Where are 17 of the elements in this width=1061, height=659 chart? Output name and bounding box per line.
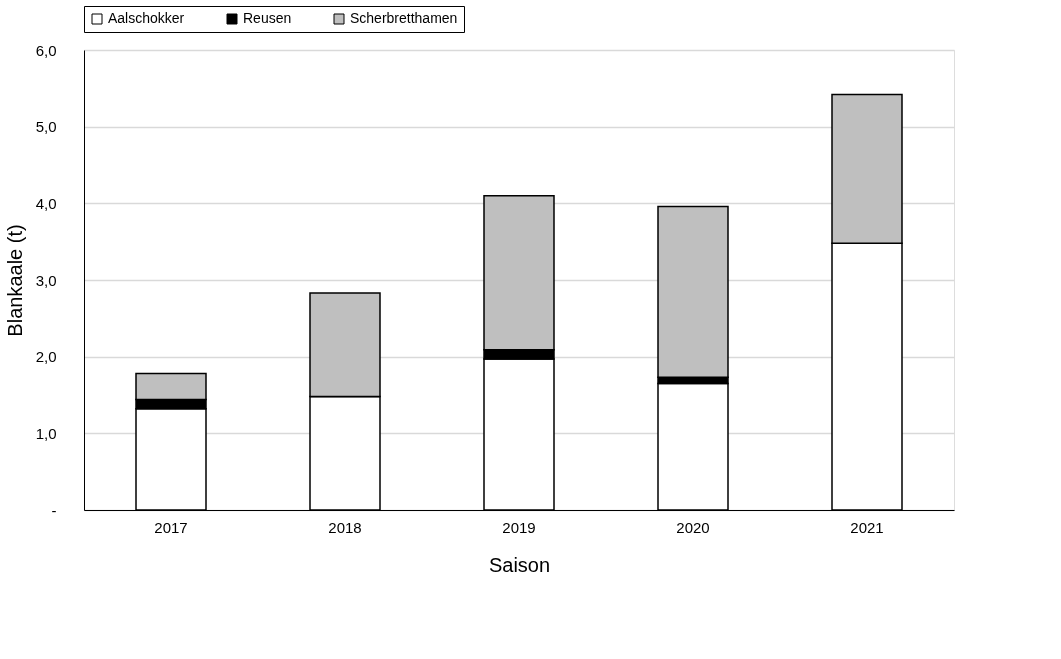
x-tick-label: 2020 [676, 518, 710, 536]
y-tick-label: - [51, 501, 57, 519]
y-tick-label: 1,0 [35, 424, 57, 442]
x-axis-title: Saison [488, 553, 551, 576]
x-tick-label: 2021 [850, 518, 884, 536]
legend-label: Scherbretthamen [350, 10, 458, 26]
y-tick-label: 4,0 [35, 194, 57, 212]
y-tick-label: 2,0 [35, 348, 57, 366]
y-tick-label: 5,0 [35, 118, 57, 136]
x-tick-label: 2017 [154, 518, 188, 536]
y-tick-label: 6,0 [35, 41, 57, 59]
x-tick-label: 2019 [502, 518, 536, 536]
legend-label: Reusen [243, 10, 292, 26]
x-tick-label: 2018 [328, 518, 362, 536]
y-tick-label: 3,0 [35, 271, 57, 289]
y-axis-title: Blankaale (t) [3, 224, 26, 337]
legend-label: Aalschokker [108, 10, 185, 26]
